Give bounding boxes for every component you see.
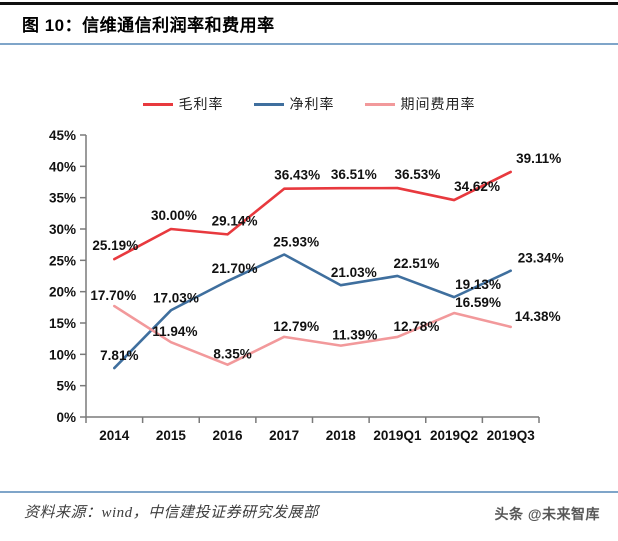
watermark: 头条 @未来智库 (494, 506, 600, 522)
footer-divider (0, 491, 618, 493)
svg-text:25.93%: 25.93% (273, 235, 319, 250)
svg-text:25.19%: 25.19% (92, 238, 138, 253)
svg-text:14.38%: 14.38% (515, 309, 561, 324)
svg-text:2017: 2017 (269, 428, 299, 443)
svg-text:11.39%: 11.39% (332, 328, 377, 343)
net-margin-swatch-icon (253, 102, 284, 106)
legend-label: 毛利率 (178, 98, 224, 113)
legend-label: 净利率 (289, 98, 335, 113)
svg-text:22.51%: 22.51% (394, 256, 440, 271)
source-note: 资料来源：wind，中信建投证券研究发展部 (24, 505, 319, 521)
svg-text:2018: 2018 (326, 428, 357, 443)
svg-text:35%: 35% (49, 191, 76, 206)
legend-item-net-margin: 净利率 (253, 94, 335, 114)
svg-text:36.53%: 36.53% (395, 167, 441, 182)
line-chart: 0% 5% 10% 15% 20% 25% 30% 35% 40% 45% 2014 2015 2016… (0, 120, 618, 465)
svg-text:7.81%: 7.81% (100, 348, 138, 363)
gross-margin-swatch-icon (142, 102, 173, 106)
svg-text:19.13%: 19.13% (455, 277, 501, 292)
svg-text:17.70%: 17.70% (90, 288, 136, 303)
svg-text:34.62%: 34.62% (454, 179, 500, 194)
svg-text:12.78%: 12.78% (394, 319, 440, 334)
svg-text:39.11%: 39.11% (516, 151, 561, 166)
svg-text:29.14%: 29.14% (212, 213, 258, 228)
figure-title: 图 10：信维通信利润率和费用率 (22, 16, 275, 35)
svg-text:45%: 45% (49, 128, 76, 143)
legend-item-expense-ratio: 期间费用率 (364, 94, 476, 114)
line-chart-canvas: 0% 5% 10% 15% 20% 25% 30% 35% 40% 45% 2014 2015 2016… (49, 128, 564, 443)
svg-text:36.43%: 36.43% (274, 168, 320, 183)
svg-text:2019Q1: 2019Q1 (373, 428, 422, 443)
chart-legend: 毛利率 净利率 期间费用率 (0, 94, 618, 114)
svg-text:8.35%: 8.35% (213, 347, 251, 362)
legend-item-gross-margin: 毛利率 (142, 94, 224, 114)
svg-text:2015: 2015 (156, 428, 187, 443)
svg-text:10%: 10% (49, 347, 76, 362)
svg-text:12.79%: 12.79% (273, 319, 319, 334)
svg-text:40%: 40% (49, 159, 76, 174)
svg-text:36.51%: 36.51% (331, 167, 377, 182)
svg-text:2019Q3: 2019Q3 (487, 428, 536, 443)
svg-text:11.94%: 11.94% (152, 324, 197, 339)
svg-text:2014: 2014 (99, 428, 130, 443)
svg-text:30%: 30% (49, 222, 76, 237)
svg-text:5%: 5% (56, 379, 76, 394)
svg-text:21.70%: 21.70% (212, 261, 258, 276)
legend-label: 期间费用率 (400, 98, 476, 113)
top-rule (0, 2, 618, 5)
svg-text:16.59%: 16.59% (455, 295, 501, 310)
svg-text:23.34%: 23.34% (518, 251, 564, 266)
expense-ratio-swatch-icon (364, 102, 395, 106)
svg-text:21.03%: 21.03% (331, 265, 377, 280)
svg-text:20%: 20% (49, 285, 76, 300)
svg-text:25%: 25% (49, 253, 76, 268)
svg-text:2019Q2: 2019Q2 (430, 428, 478, 443)
svg-text:30.00%: 30.00% (151, 208, 197, 223)
svg-text:2016: 2016 (213, 428, 244, 443)
svg-text:17.03%: 17.03% (153, 290, 199, 305)
svg-text:0%: 0% (56, 410, 76, 425)
title-divider (0, 43, 618, 45)
svg-text:15%: 15% (49, 316, 76, 331)
